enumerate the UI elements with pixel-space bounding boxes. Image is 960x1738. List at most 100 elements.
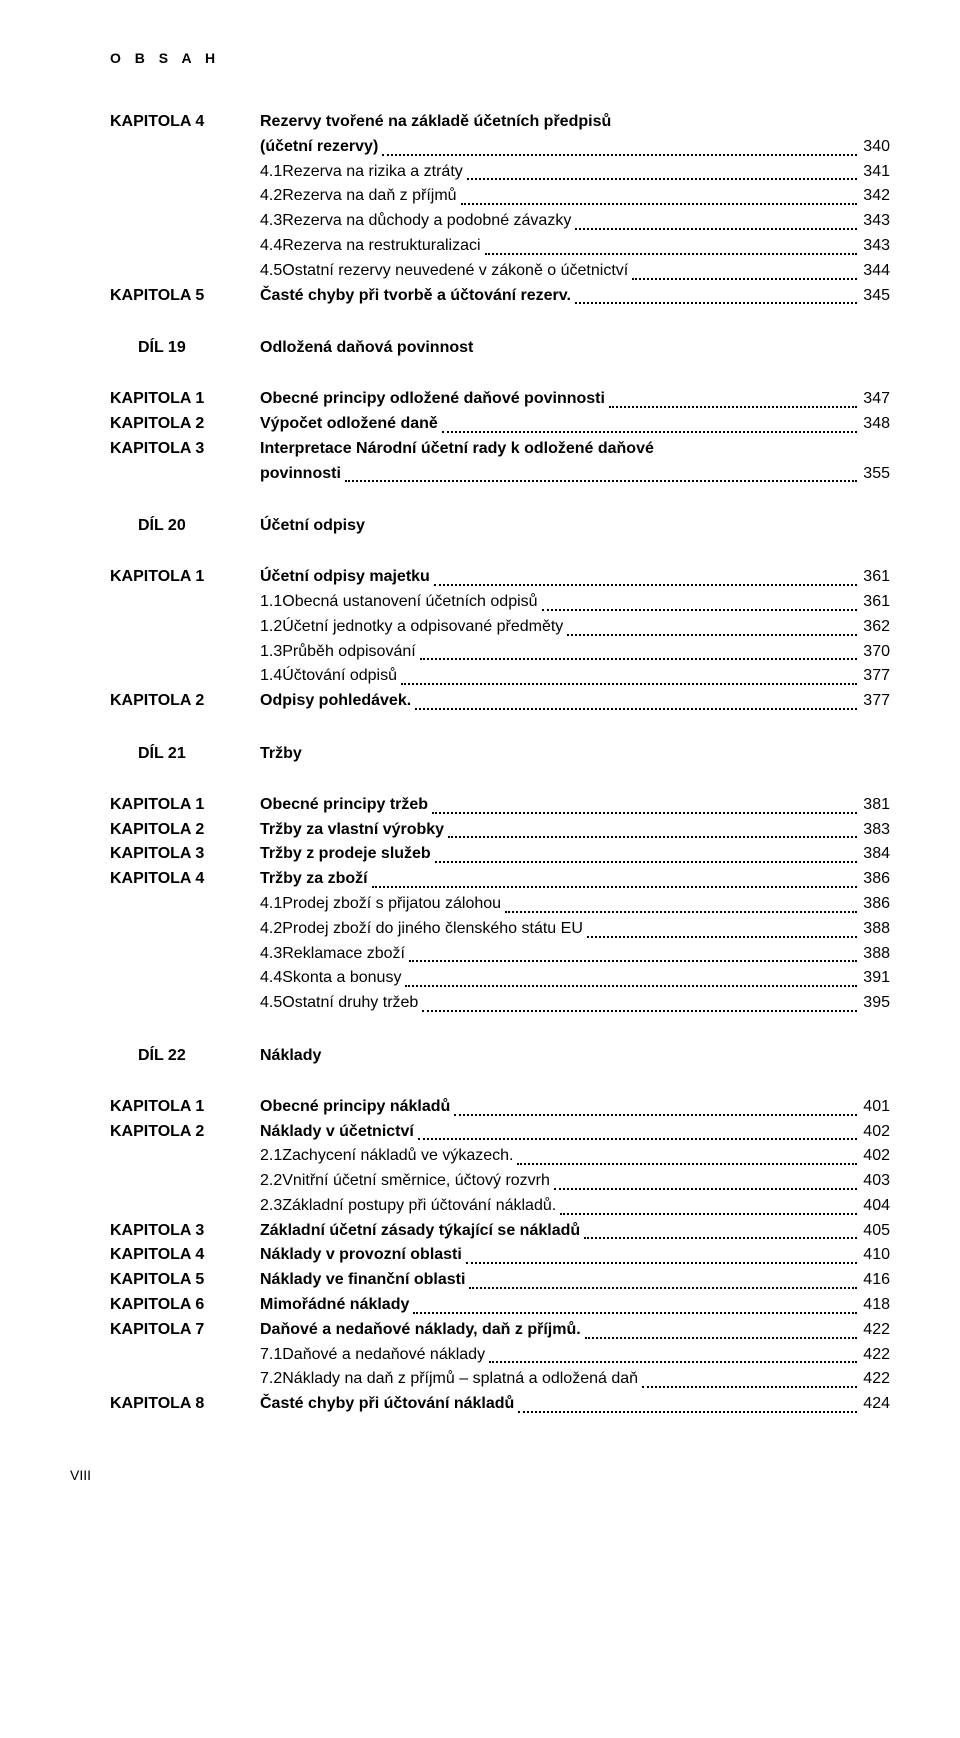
leader-dots [466,1253,857,1264]
leader-dots [587,927,857,938]
entry-number: 4.1 [260,892,282,917]
toc-entry: KAPITOLA 7Daňové a nedaňové náklady, daň… [110,1318,890,1343]
entry-number: 2.3 [260,1194,282,1219]
toc-entry: KAPITOLA 1Obecné principy tržeb381 [110,793,890,818]
dil-label: DÍL 19 [138,336,260,361]
entry-page: 388 [861,942,890,967]
entry-page: 344 [861,259,890,284]
entry-content: Náklady ve finanční oblasti416 [260,1268,890,1293]
entry-content: 1.1Obecná ustanovení účetních odpisů361 [260,590,890,615]
entry-content: Rezervy tvořené na základě účetních před… [260,110,890,160]
leader-dots [461,194,858,205]
entry-page: 404 [861,1194,890,1219]
entry-label: KAPITOLA 7 [110,1318,260,1343]
toc-entry: KAPITOLA 3Tržby z prodeje služeb384 [110,842,890,867]
toc-subentry: 4.2Prodej zboží do jiného členského stát… [110,917,890,942]
leader-dots [469,1278,857,1289]
leader-dots [432,803,857,814]
leader-dots [413,1303,857,1314]
dil-heading: DÍL 20Účetní odpisy [138,514,890,539]
toc-subentry: 4.4Rezerva na restrukturalizaci343 [110,234,890,259]
entry-number: 2.1 [260,1144,282,1169]
entry-title: Časté chyby při účtování nákladů [260,1392,514,1417]
leader-dots [517,1154,857,1165]
entry-content: 2.2Vnitřní účetní směrnice, účtový rozvr… [260,1169,890,1194]
page-header: O B S A H [110,50,890,66]
toc-subentry: 4.2Rezerva na daň z příjmů342 [110,184,890,209]
entry-title: Náklady v provozní oblasti [260,1243,462,1268]
entry-content: Náklady v účetnictví402 [260,1120,890,1145]
toc-entry: KAPITOLA 8Časté chyby při účtování nákla… [110,1392,890,1417]
entry-page: 403 [861,1169,890,1194]
entry-label: KAPITOLA 1 [110,1095,260,1120]
toc-subentry: 4.5Ostatní druhy tržeb 395 [110,991,890,1016]
dil-heading: DÍL 19Odložená daňová povinnost [138,336,890,361]
entry-title: Odpisy pohledávek. [260,689,411,714]
entry-title: Časté chyby při tvorbě a účtování rezerv… [260,284,571,309]
entry-page: 341 [861,160,890,185]
leader-dots [448,828,857,839]
entry-page: 402 [861,1144,890,1169]
entry-title: Účetní jednotky a odpisované předměty [282,615,563,640]
entry-title: Tržby za zboží [260,867,368,892]
toc-entry: KAPITOLA 2Odpisy pohledávek.377 [110,689,890,714]
toc-subentry: 1.2Účetní jednotky a odpisované předměty… [110,615,890,640]
entry-number: 7.1 [260,1343,282,1368]
toc-entry: KAPITOLA 1Obecné principy nákladů401 [110,1095,890,1120]
entry-content: 4.1Rezerva na rizika a ztráty341 [260,160,890,185]
leader-dots [505,902,857,913]
entry-page: 386 [861,867,890,892]
leader-dots [434,575,857,586]
entry-content: 4.2Prodej zboží do jiného členského stát… [260,917,890,942]
entry-content: Časté chyby při účtování nákladů424 [260,1392,890,1417]
entry-content: 4.4Rezerva na restrukturalizaci343 [260,234,890,259]
leader-dots [584,1229,857,1240]
leader-dots [435,852,858,863]
entry-page: 402 [861,1120,890,1145]
dil-label: DÍL 22 [138,1044,260,1069]
dil-label: DÍL 21 [138,742,260,767]
entry-number: 4.5 [260,991,282,1016]
entry-page: 342 [861,184,890,209]
dil-heading: DÍL 21Tržby [138,742,890,767]
toc-entry: KAPITOLA 1Obecné principy odložené daňov… [110,387,890,412]
entry-number: 1.4 [260,664,282,689]
entry-page: 395 [861,991,890,1016]
entry-page: 340 [861,135,890,160]
entry-label: KAPITOLA 3 [110,842,260,867]
entry-title-line1: Interpretace Národní účetní rady k odlož… [260,437,890,462]
entry-content: Časté chyby při tvorbě a účtování rezerv… [260,284,890,309]
entry-title: Obecná ustanovení účetních odpisů [282,590,537,615]
toc-entry: KAPITOLA 6Mimořádné náklady418 [110,1293,890,1318]
leader-dots [485,244,858,255]
entry-page: 343 [861,209,890,234]
toc-subentry: 1.4Účtování odpisů377 [110,664,890,689]
entry-label: KAPITOLA 1 [110,387,260,412]
entry-content: 1.2Účetní jednotky a odpisované předměty… [260,615,890,640]
entry-title: Rezerva na restrukturalizaci [282,234,480,259]
entry-label: KAPITOLA 4 [110,1243,260,1268]
entry-label: KAPITOLA 2 [110,689,260,714]
leader-dots [415,699,857,710]
leader-dots [585,1328,858,1339]
entry-page: 383 [861,818,890,843]
toc-entry: KAPITOLA 5Náklady ve finanční oblasti416 [110,1268,890,1293]
entry-title: Prodej zboží do jiného členského státu E… [282,917,583,942]
entry-title: Daňové a nedaňové náklady [282,1343,485,1368]
toc-subentry: 2.1Zachycení nákladů ve výkazech.402 [110,1144,890,1169]
leader-dots [420,650,858,661]
entry-label: KAPITOLA 2 [110,1120,260,1145]
toc-subentry: 4.5Ostatní rezervy neuvedené v zákoně o … [110,259,890,284]
entry-content: Mimořádné náklady418 [260,1293,890,1318]
entry-title-line2: povinnosti [260,462,341,487]
entry-page: 410 [861,1243,890,1268]
entry-content: 1.4Účtování odpisů377 [260,664,890,689]
entry-page: 405 [861,1219,890,1244]
entry-content: 1.3Průběh odpisování370 [260,640,890,665]
dil-title: Náklady [260,1044,321,1069]
entry-content: Účetní odpisy majetku361 [260,565,890,590]
entry-title: Mimořádné náklady [260,1293,409,1318]
entry-title: Ostatní druhy tržeb [282,991,418,1016]
entry-label: KAPITOLA 8 [110,1392,260,1417]
entry-label: KAPITOLA 1 [110,793,260,818]
